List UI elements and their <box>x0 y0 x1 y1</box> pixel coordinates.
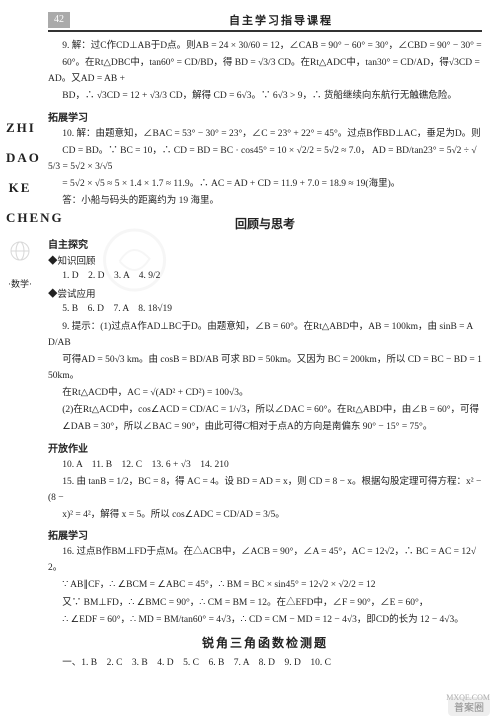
q15-line2: x)² = 4²，解得 x = 5。所以 cos∠ADC = CD/AD = 3… <box>48 507 482 523</box>
page-header: 42 自主学习指导课程 <box>48 12 482 32</box>
q9-line3: BD，∴ √3CD = 12 + √3/3 CD，解得 CD = 6√3。∵ 6… <box>48 88 482 104</box>
section-huigu: 回顾与思考 <box>48 215 482 232</box>
section-tuozhan2: 拓展学习 <box>48 527 482 542</box>
q10-line4: 答：小船与码头的距离约为 19 海里。 <box>48 193 482 209</box>
section-tuozhan1: 拓展学习 <box>48 109 482 124</box>
q9-line2: 60°。在Rt△DBC中，tan60° = CD/BD，得 BD = √3/3 … <box>48 55 482 87</box>
changshi-answers: 5. B 6. D 7. A 8. 18√19 <box>48 301 482 317</box>
q16-line1: 16. 过点B作BM⊥FD于点M。在△ACB中，∠ACB = 90°，∠A = … <box>48 544 482 576</box>
q16-line4: ∴ ∠EDF = 60°，∴ MD = BM/tan60° = 4√3，∴ CD… <box>48 612 482 628</box>
header-title: 自主学习指导课程 <box>80 12 482 28</box>
section-zizhu: 自主探究 <box>48 236 482 251</box>
watermark-main: 普案圈 <box>448 697 490 716</box>
q9b-line2: 可得AD = 50√3 km。由 cosB = BD/AB 可求 BD = 50… <box>48 352 482 384</box>
test-answers: 一、1. B 2. C 3. B 4. D 5. C 6. B 7. A 8. … <box>48 655 482 671</box>
subsection-zhishi: ◆知识回顾 <box>48 253 482 267</box>
section-test-title: 锐角三角函数检测题 <box>48 634 482 651</box>
q10-line3: = 5√2 × √5 ≈ 5 × 1.4 × 1.7 ≈ 11.9。∴ AC =… <box>48 176 482 192</box>
q9b-line3: 在Rt△ACD中，AC = √(AD² + CD²) = 100√3。 <box>48 385 482 401</box>
q10-line2: CD = BD。∵ BC = 10，∴ CD = BD = BC · cos45… <box>48 143 482 175</box>
page-number: 42 <box>48 12 70 28</box>
q10-line1: 10. 解：由题意知，∠BAC = 53° − 30° = 23°，∠C = 2… <box>48 126 482 142</box>
kaifang-answers: 10. A 11. B 12. C 13. 6 + √3 14. 210 <box>48 457 482 473</box>
subsection-changshi: ◆尝试应用 <box>48 286 482 300</box>
q9-line1: 9. 解：过C作CD⊥AB于D点。则AB = 24 × 30/60 = 12，∠… <box>48 38 482 54</box>
q15-line1: 15. 由 tanB = 1/2，BC = 8，得 AC = 4。设 BD = … <box>48 474 482 506</box>
page-content: 42 自主学习指导课程 9. 解：过C作CD⊥AB于D点。则AB = 24 × … <box>0 0 500 684</box>
section-kaifang: 开放作业 <box>48 440 482 455</box>
q16-line3: 又∵ BM⊥FD，∴ ∠BMC = 90°，∴ CM = BM = 12。在△E… <box>48 595 482 611</box>
q9b-line1: 9. 提示：(1)过点A作AD⊥BC于D。由题意知，∠B = 60°。在Rt△A… <box>48 319 482 351</box>
q9b-line5: ∠DAB = 30°，所以∠BAC = 90°，由此可得C相对于点A的方向是南偏… <box>48 419 482 435</box>
zhishi-answers: 1. D 2. D 3. A 4. 9/2 <box>48 268 482 284</box>
q16-line2: ∵ AB∥CF，∴ ∠BCM = ∠ABC = 45°，∴ BM = BC × … <box>48 577 482 593</box>
q9b-line4: (2)在Rt△ACD中，cos∠ACD = CD/AC = 1/√3，所以∠DA… <box>48 402 482 418</box>
